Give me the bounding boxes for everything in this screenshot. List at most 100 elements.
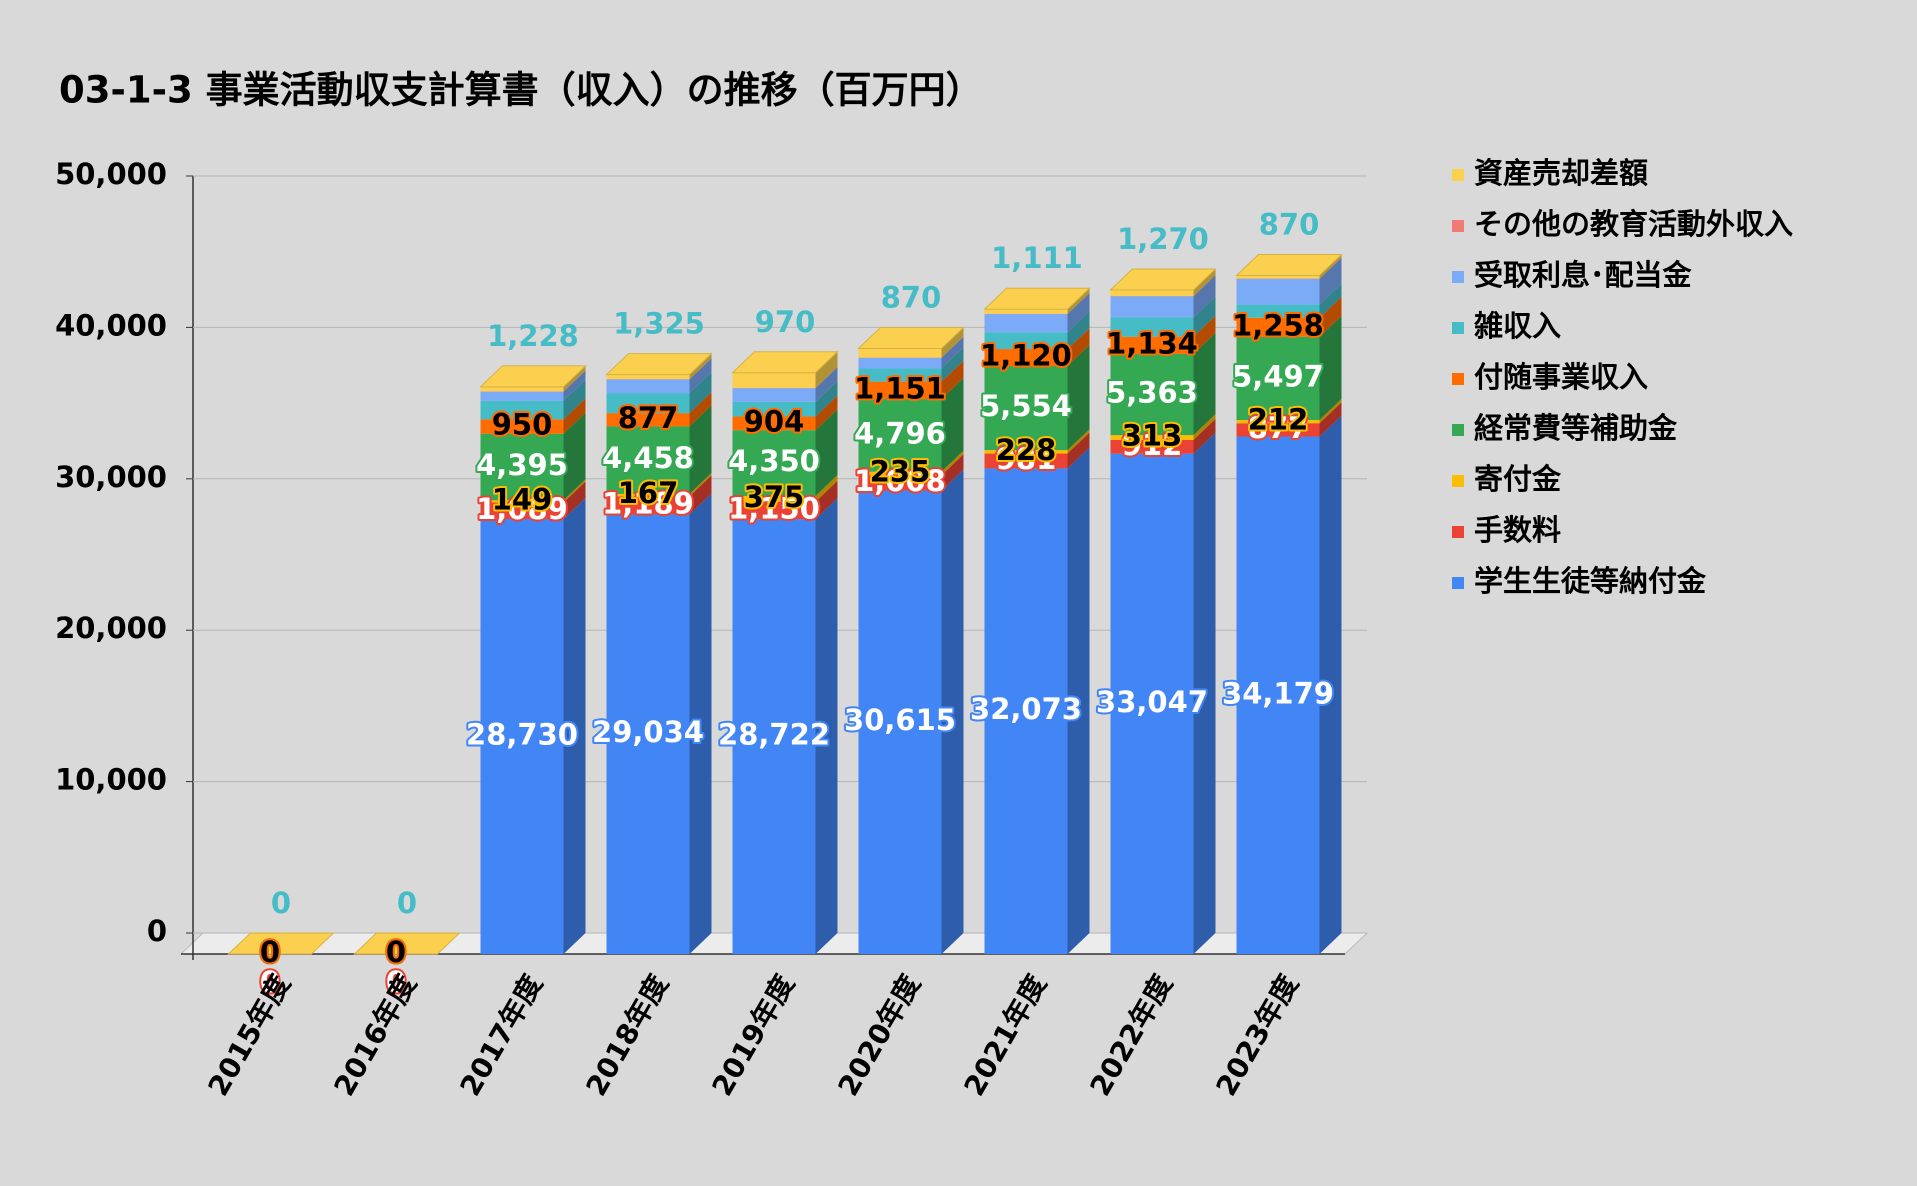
value-label: 1,089 — [476, 492, 568, 526]
bar-segment — [480, 500, 564, 503]
legend-marker — [1452, 475, 1464, 487]
legend-marker — [1452, 169, 1464, 181]
bar-side — [815, 367, 838, 402]
value-label: 212 — [1248, 403, 1309, 437]
bar-side — [815, 480, 838, 520]
value-label: 0 — [271, 886, 291, 920]
bar-side — [1193, 268, 1216, 297]
legend-label: その他の教育活動外収入 — [1474, 207, 1793, 241]
bar-side — [941, 360, 964, 400]
bar-top — [227, 932, 335, 955]
value-label: 904 — [744, 404, 805, 438]
bar-side — [689, 358, 712, 394]
value-label: 0 — [397, 886, 417, 920]
value-label: 28,730 — [466, 718, 578, 752]
value-label: 28,722 — [718, 718, 830, 752]
bar-segment — [984, 309, 1068, 314]
bar-segment — [1110, 353, 1194, 436]
bar-segment — [606, 493, 690, 497]
x-tick-label: 2021年度 — [957, 969, 1053, 1101]
y-tick-label: 50,000 — [55, 157, 167, 191]
value-label: 981 — [996, 442, 1057, 476]
bar-segment — [732, 372, 816, 388]
bar-side — [1319, 315, 1342, 421]
legend-marker — [1452, 526, 1464, 538]
bar-segment — [984, 468, 1068, 954]
bar-top — [479, 365, 587, 388]
bar-side — [1067, 311, 1090, 350]
bar-side — [563, 479, 586, 503]
legend-label: 寄付金 — [1474, 462, 1562, 496]
value-label: 0 — [386, 935, 406, 969]
value-label: 970 — [755, 305, 816, 339]
x-tick-label: 2020年度 — [831, 969, 927, 1101]
bar-side — [1319, 415, 1342, 955]
bar-side — [1193, 296, 1216, 337]
bar-side — [815, 395, 838, 431]
bar-segment — [1236, 423, 1320, 437]
x-tick-label: 2018年度 — [579, 969, 675, 1101]
x-tick-label: 2022年度 — [1083, 969, 1179, 1101]
bar-side — [1067, 293, 1090, 333]
bar-segment — [984, 314, 1068, 333]
bar-segment — [1236, 436, 1320, 955]
bar-segment — [1110, 435, 1194, 440]
bar-segment — [1236, 420, 1320, 424]
value-label: 5,554 — [980, 389, 1072, 423]
value-label: 4,350 — [728, 444, 820, 478]
value-label: 235 — [870, 454, 931, 488]
legend-label: 付随事業収入 — [1474, 360, 1648, 394]
bar-side — [1319, 399, 1342, 424]
bar-side — [941, 327, 964, 358]
bar-side — [1319, 254, 1342, 279]
value-label: 0 — [260, 965, 280, 999]
bar-segment — [1236, 278, 1320, 305]
bar-side — [815, 380, 838, 417]
value-label: 1,134 — [1106, 326, 1198, 360]
value-label: 5,363 — [1106, 376, 1198, 410]
bar-segment — [606, 374, 690, 380]
bar-top — [1109, 268, 1217, 291]
bar-segment — [732, 501, 816, 520]
bar-segment — [1110, 439, 1194, 454]
value-label: 0 — [386, 935, 406, 969]
y-tick-label: 0 — [147, 914, 167, 948]
bar-side — [563, 498, 586, 954]
legend-marker — [1452, 577, 1464, 589]
bar-segment — [984, 450, 1068, 454]
legend-label: 資産売却差額 — [1474, 156, 1648, 190]
bar-segment — [606, 426, 690, 494]
legend-marker — [1452, 424, 1464, 436]
value-label: 1,150 — [728, 491, 820, 525]
value-label: 149 — [492, 482, 553, 516]
bar-side — [1319, 402, 1342, 437]
bar-side — [563, 365, 586, 392]
bar-side — [1067, 432, 1090, 469]
bar-segment — [732, 430, 816, 497]
bar-side — [689, 358, 712, 380]
value-label: 0 — [386, 965, 406, 999]
value-label: 877 — [618, 401, 679, 435]
bar-side — [815, 475, 838, 502]
y-tick-label: 40,000 — [55, 308, 167, 342]
value-label: 1,258 — [1232, 308, 1324, 342]
bar-segment — [858, 381, 942, 400]
bar-top — [605, 353, 713, 376]
value-label: 912 — [1122, 428, 1183, 462]
bar-side — [815, 498, 838, 954]
bar-segment — [480, 519, 564, 954]
bar-segment — [858, 368, 942, 382]
bar-side — [1067, 345, 1090, 451]
bar-segment — [984, 349, 1068, 367]
y-tick-label: 30,000 — [55, 460, 167, 494]
value-label: 313 — [1122, 418, 1183, 452]
x-tick-label: 2015年度 — [201, 969, 297, 1101]
chart-title: 03-1-3 事業活動収支計算書（収入）の推移（百万円） — [59, 69, 983, 112]
legend-marker — [1452, 373, 1464, 385]
bar-side — [1193, 275, 1216, 297]
x-tick-label: 2019年度 — [705, 969, 801, 1101]
legend-label: 経常費等補助金 — [1474, 411, 1678, 445]
bar-side — [1319, 257, 1342, 305]
value-label: 4,796 — [854, 416, 946, 450]
